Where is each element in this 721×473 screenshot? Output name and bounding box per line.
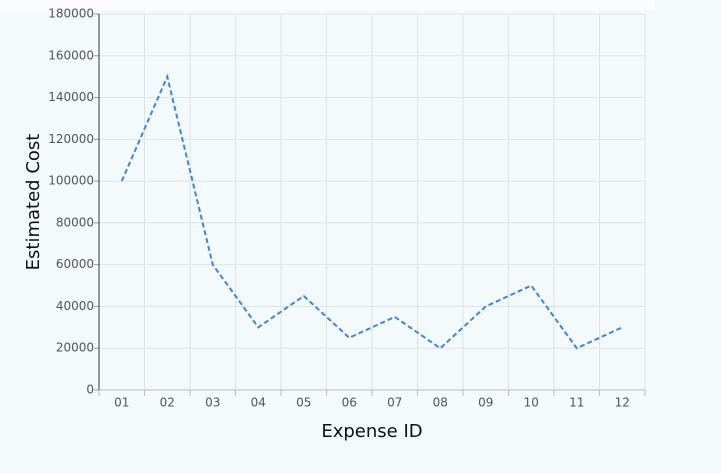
y-tick-label: 120000 [48,132,94,146]
y-tick-label: 140000 [48,90,94,104]
y-tick-label: 20000 [56,341,94,355]
y-tick-label: 160000 [48,48,94,62]
x-tick-label: 12 [615,396,630,410]
y-tick-label: 0 [86,383,94,397]
top-strip [0,0,655,10]
y-tick-label: 100000 [48,174,94,188]
y-tick-label: 60000 [56,257,94,271]
x-tick-label: 11 [569,396,584,410]
x-tick-label: 06 [342,396,357,410]
x-tick-label: 01 [114,396,129,410]
y-tick-label: 80000 [56,215,94,229]
x-tick-label: 05 [296,396,311,410]
y-tick-label: 180000 [48,7,94,21]
x-tick-label: 02 [160,396,175,410]
plot [120,73,623,350]
x-axis-title: Expense ID [321,421,422,442]
x-tick-label: 07 [387,396,402,410]
x-tick-label: 09 [478,396,493,410]
y-tick-label: 40000 [56,299,94,313]
x-tick-label: 04 [251,396,266,410]
grid: 0 20000 40000 60000 80000 100000 120000 140000 1… [48,7,646,410]
x-tick-label: 08 [433,396,448,410]
x-tick-label: 10 [524,396,539,410]
y-axis-title: Estimated Cost [23,134,44,271]
line-series [120,73,623,350]
x-tick-label: 03 [205,396,220,410]
